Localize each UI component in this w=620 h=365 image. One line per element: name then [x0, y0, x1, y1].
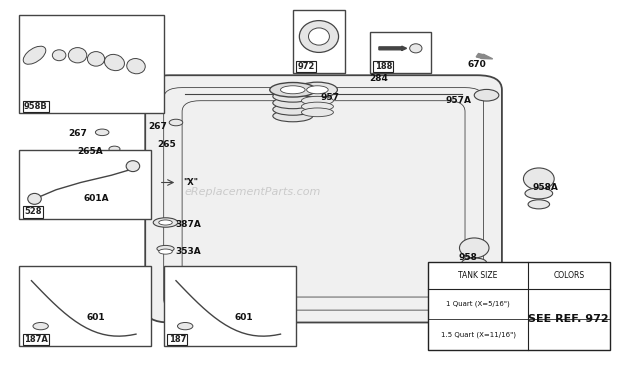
Ellipse shape [177, 323, 193, 330]
Ellipse shape [307, 86, 328, 94]
Text: 958: 958 [459, 253, 477, 262]
Ellipse shape [301, 102, 334, 111]
Text: 957: 957 [320, 93, 339, 101]
Bar [370, 32, 431, 73]
Ellipse shape [528, 200, 549, 209]
Ellipse shape [68, 47, 87, 63]
Text: 187A: 187A [24, 335, 48, 344]
Ellipse shape [280, 86, 305, 94]
Bar [293, 10, 345, 73]
Text: 958B: 958B [24, 102, 48, 111]
Bar [164, 266, 296, 346]
Text: 670: 670 [468, 60, 487, 69]
Ellipse shape [157, 245, 174, 252]
FancyArrow shape [476, 54, 493, 59]
Bar [19, 150, 151, 219]
Text: 972: 972 [298, 62, 315, 71]
FancyBboxPatch shape [145, 75, 502, 323]
Ellipse shape [270, 82, 316, 97]
Ellipse shape [87, 51, 105, 66]
Ellipse shape [301, 96, 334, 105]
Ellipse shape [378, 48, 392, 55]
Text: 187: 187 [169, 335, 186, 344]
Ellipse shape [95, 129, 109, 135]
FancyArrow shape [379, 46, 407, 50]
Bar [19, 15, 164, 114]
Text: 267: 267 [148, 122, 167, 131]
Text: 188: 188 [374, 62, 392, 71]
Text: 353A: 353A [175, 247, 201, 256]
Ellipse shape [273, 97, 313, 109]
Ellipse shape [462, 258, 487, 267]
Text: 284: 284 [370, 74, 388, 83]
Ellipse shape [299, 20, 339, 53]
Ellipse shape [309, 28, 329, 45]
Text: 528: 528 [24, 207, 42, 216]
Text: 265: 265 [157, 140, 176, 149]
Ellipse shape [126, 58, 145, 74]
Bar [428, 262, 609, 350]
Text: COLORS: COLORS [553, 271, 584, 280]
Ellipse shape [105, 54, 125, 71]
Text: TANK SIZE: TANK SIZE [458, 271, 498, 280]
Ellipse shape [109, 146, 120, 152]
Text: 957A: 957A [446, 96, 472, 105]
Ellipse shape [23, 46, 46, 64]
Ellipse shape [298, 82, 337, 97]
Ellipse shape [273, 104, 313, 115]
Text: 267: 267 [68, 129, 87, 138]
Text: "X": "X" [184, 178, 198, 187]
Text: 601: 601 [234, 312, 253, 322]
Ellipse shape [273, 91, 313, 102]
Ellipse shape [159, 249, 172, 254]
Ellipse shape [159, 220, 172, 225]
Ellipse shape [523, 168, 554, 190]
Text: SEE REF. 972: SEE REF. 972 [528, 314, 609, 324]
Ellipse shape [33, 323, 48, 330]
Ellipse shape [410, 44, 422, 53]
Ellipse shape [169, 119, 183, 126]
Text: 958A: 958A [532, 184, 558, 192]
Text: 601: 601 [87, 312, 105, 322]
Ellipse shape [153, 218, 178, 227]
Text: eReplacementParts.com: eReplacementParts.com [185, 187, 321, 197]
Text: 1.5 Quart (X=11/16"): 1.5 Quart (X=11/16") [440, 331, 515, 338]
Ellipse shape [301, 108, 334, 117]
Ellipse shape [378, 57, 392, 64]
Ellipse shape [273, 110, 313, 122]
Ellipse shape [474, 89, 499, 101]
Bar [19, 266, 151, 346]
Text: 265A: 265A [77, 147, 103, 156]
Ellipse shape [52, 50, 66, 61]
Ellipse shape [28, 193, 42, 204]
Text: 387A: 387A [175, 220, 202, 229]
Ellipse shape [525, 188, 552, 199]
Text: 601A: 601A [83, 194, 109, 203]
Text: 1 Quart (X=5/16"): 1 Quart (X=5/16") [446, 301, 510, 307]
Ellipse shape [459, 238, 489, 258]
Ellipse shape [126, 161, 140, 172]
